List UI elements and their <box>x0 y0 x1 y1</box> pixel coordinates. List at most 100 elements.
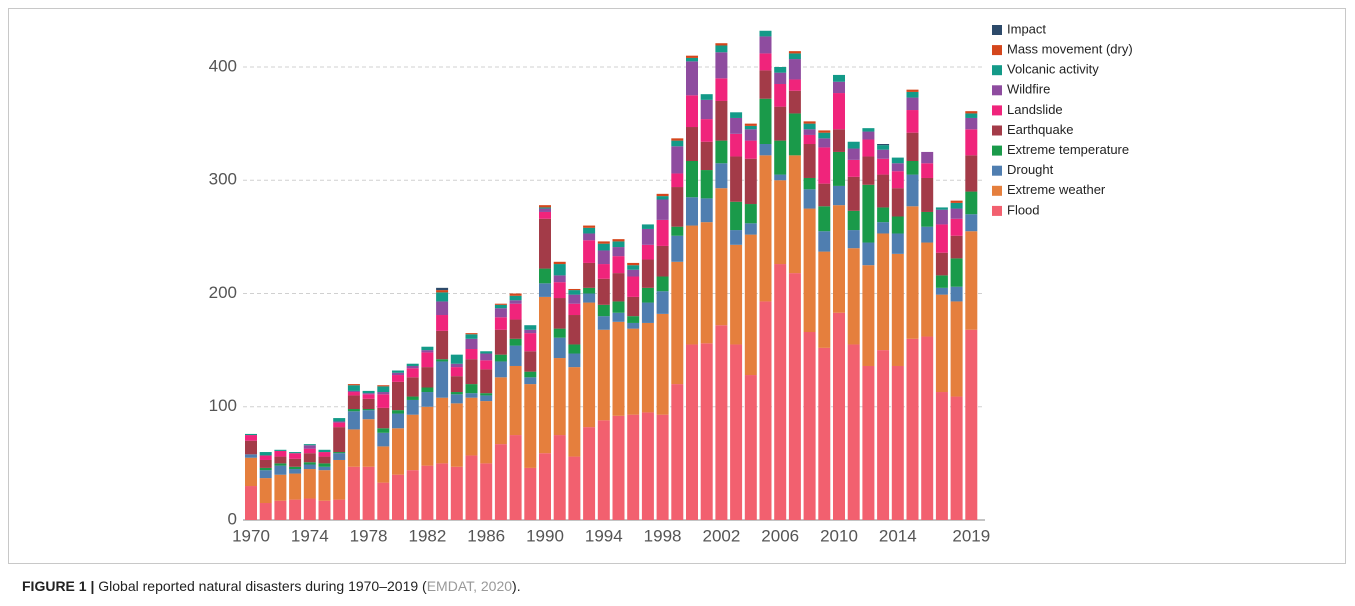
bar-segment <box>641 302 654 323</box>
bar-segment <box>950 202 963 209</box>
bar-segment <box>833 129 845 152</box>
bar-segment <box>965 155 978 192</box>
legend-swatch <box>992 165 1002 176</box>
bar-segment <box>392 381 404 411</box>
bar-segment <box>568 294 581 304</box>
bar-segment <box>392 410 404 414</box>
bar-segment <box>568 456 581 520</box>
bar-segment <box>686 55 698 58</box>
bar-segment <box>833 74 845 82</box>
x-tick-label: 1982 <box>408 526 446 545</box>
bar-segment <box>877 222 890 234</box>
bar-segment <box>597 264 610 279</box>
bar-segment <box>509 319 522 339</box>
bar-segment <box>539 283 551 297</box>
bar-segment <box>700 222 713 344</box>
bar-segment <box>568 303 581 316</box>
bar-segment <box>833 93 845 130</box>
bar-segment <box>303 462 316 465</box>
bar-segment <box>347 384 360 386</box>
bar-segment <box>877 174 890 208</box>
bar-segment <box>612 241 625 248</box>
bar-segment <box>891 157 904 164</box>
bar-segment <box>274 449 287 451</box>
legend-label: Earthquake <box>1007 122 1074 137</box>
bar-segment <box>524 351 537 372</box>
bar-segment <box>759 30 772 37</box>
bar-segment <box>759 144 772 156</box>
bar-segment <box>494 361 507 378</box>
bar-segment <box>362 394 375 399</box>
bar-segment <box>847 148 860 160</box>
bar-segment <box>921 211 934 227</box>
bar-segment <box>421 392 434 407</box>
bar-segment <box>612 312 625 322</box>
legend-label: Drought <box>1007 162 1054 177</box>
bar-segment <box>803 144 816 178</box>
bar-segment <box>671 226 684 236</box>
bar-segment <box>274 474 287 501</box>
bar-segment <box>436 290 449 293</box>
bar-segment <box>715 140 728 164</box>
bar-segment <box>877 233 890 351</box>
bar-segment <box>906 206 919 339</box>
bar-segment <box>862 139 875 157</box>
bar-segment <box>730 244 743 345</box>
bar-segment <box>906 338 919 520</box>
bar-segment <box>568 344 581 354</box>
bar-segment <box>524 333 537 352</box>
bar-segment <box>259 452 272 456</box>
bar-segment <box>671 138 684 141</box>
bar-segment <box>627 269 640 277</box>
bar-segment <box>553 435 566 520</box>
bar-segment <box>583 227 596 234</box>
bar-segment <box>480 463 493 520</box>
bar-segment <box>406 399 419 415</box>
bar-segment <box>877 149 890 159</box>
bar-segment <box>524 384 537 468</box>
bar-segment <box>744 223 757 235</box>
bar-segment <box>362 466 375 520</box>
bar-segment <box>906 91 919 98</box>
bar-segment <box>627 265 640 270</box>
bar-segment <box>494 329 507 355</box>
bar-segment <box>450 363 463 368</box>
bar-segment <box>333 453 346 460</box>
bar-segment <box>392 370 404 373</box>
bar-segment <box>494 354 507 362</box>
bar-segment <box>568 315 581 345</box>
bar-segment <box>450 392 463 395</box>
bar-segment <box>347 385 360 391</box>
bar-segment <box>833 185 845 206</box>
bar-segment <box>406 377 419 397</box>
bar-segment <box>509 293 522 296</box>
x-tick-label: 1990 <box>526 526 564 545</box>
bar-segment <box>774 106 787 141</box>
bar-segment <box>289 473 302 500</box>
bar-segment <box>480 360 493 370</box>
bar-segment <box>847 210 860 231</box>
bar-segment <box>788 113 801 156</box>
bar-segment <box>906 132 919 161</box>
bar-segment <box>686 127 698 161</box>
bar-segment <box>715 188 728 326</box>
bar-segment <box>921 177 934 212</box>
bar-segment <box>730 344 743 520</box>
bar-segment <box>641 244 654 260</box>
bar-segment <box>950 396 963 520</box>
bar-segment <box>583 287 596 294</box>
bar-segment <box>627 276 640 297</box>
bar-segment <box>803 123 816 130</box>
x-tick-label: 1994 <box>585 526 623 545</box>
bar-segment <box>818 183 831 207</box>
bar-segment <box>333 427 346 453</box>
bar-segment <box>759 53 772 71</box>
bar-segment <box>656 196 669 200</box>
bar-segment <box>877 207 890 223</box>
bar-segment <box>274 463 287 466</box>
legend-swatch <box>992 205 1002 216</box>
bar-segment <box>245 440 257 455</box>
bar-segment <box>759 301 772 520</box>
bar-segment <box>818 130 831 133</box>
